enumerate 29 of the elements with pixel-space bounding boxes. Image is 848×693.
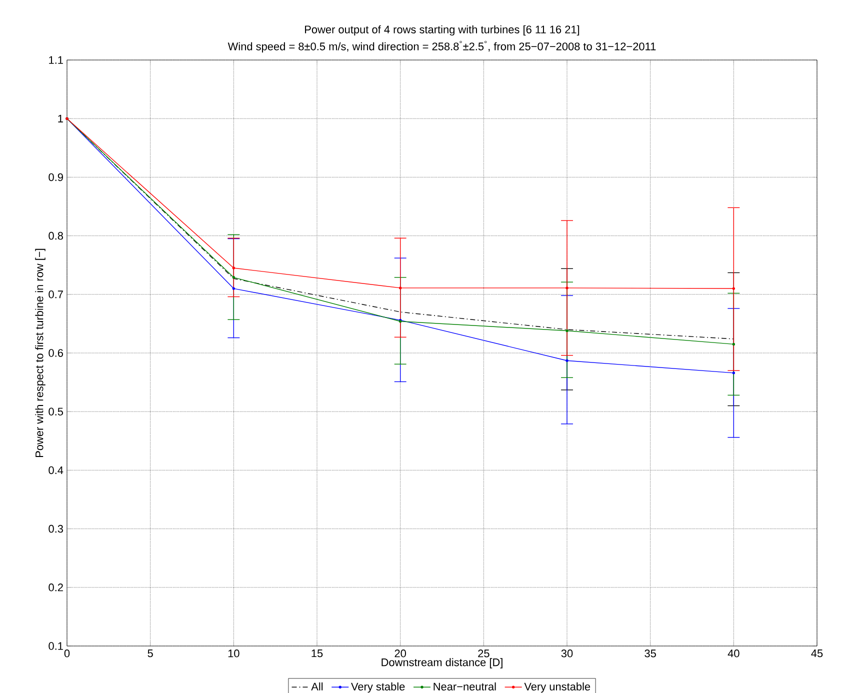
- y-axis-title: Power with respect to first turbine in row [−]: [35, 248, 46, 458]
- x-axis-title: Downstream distance [D]: [382, 658, 502, 668]
- x-tick-label: 10: [228, 650, 240, 658]
- legend-label: Very unstable: [524, 682, 590, 693]
- x-tick-label: 15: [312, 650, 323, 658]
- x-tick-label: 45: [811, 650, 823, 658]
- legend-label: Very stable: [351, 682, 405, 693]
- legend-label: All: [311, 682, 323, 690]
- x-tick-label: 40: [728, 650, 740, 658]
- x-tick-label: 30: [561, 650, 573, 658]
- x-tick-label: 20: [394, 650, 406, 658]
- y-tick-label: 0.8: [48, 232, 63, 240]
- legend-label: Near−neutral: [434, 682, 496, 690]
- y-tick-label: 0.7: [48, 290, 63, 298]
- chart-title: Power output of 4 rows starting with turbines [6 11 16 21]: [305, 25, 580, 36]
- y-tick-label: 0.3: [48, 524, 63, 533]
- y-tick-label: 1: [58, 114, 63, 122]
- y-tick-label: 0.9: [48, 173, 63, 182]
- y-tick-label: 0.2: [48, 584, 63, 592]
- x-tick-label: 35: [644, 650, 656, 658]
- x-tick-label: 25: [478, 650, 490, 658]
- y-tick-label: 0.6: [48, 349, 63, 357]
- x-tick-label: 0: [64, 650, 70, 658]
- y-tick-label: 1.1: [49, 56, 63, 64]
- x-tick-label: 5: [148, 650, 153, 658]
- y-tick-label: 0.5: [48, 408, 64, 416]
- y-tick-label: 0.1: [48, 642, 63, 650]
- y-tick-label: 0.4: [48, 466, 64, 474]
- chart-subtitle: Wind speed = 8±0.5 m/s, wind direction = 258.8$^{°}$±2.5$^{°}$, from 25−07−2008 to 31−12−2011: [228, 40, 656, 52]
